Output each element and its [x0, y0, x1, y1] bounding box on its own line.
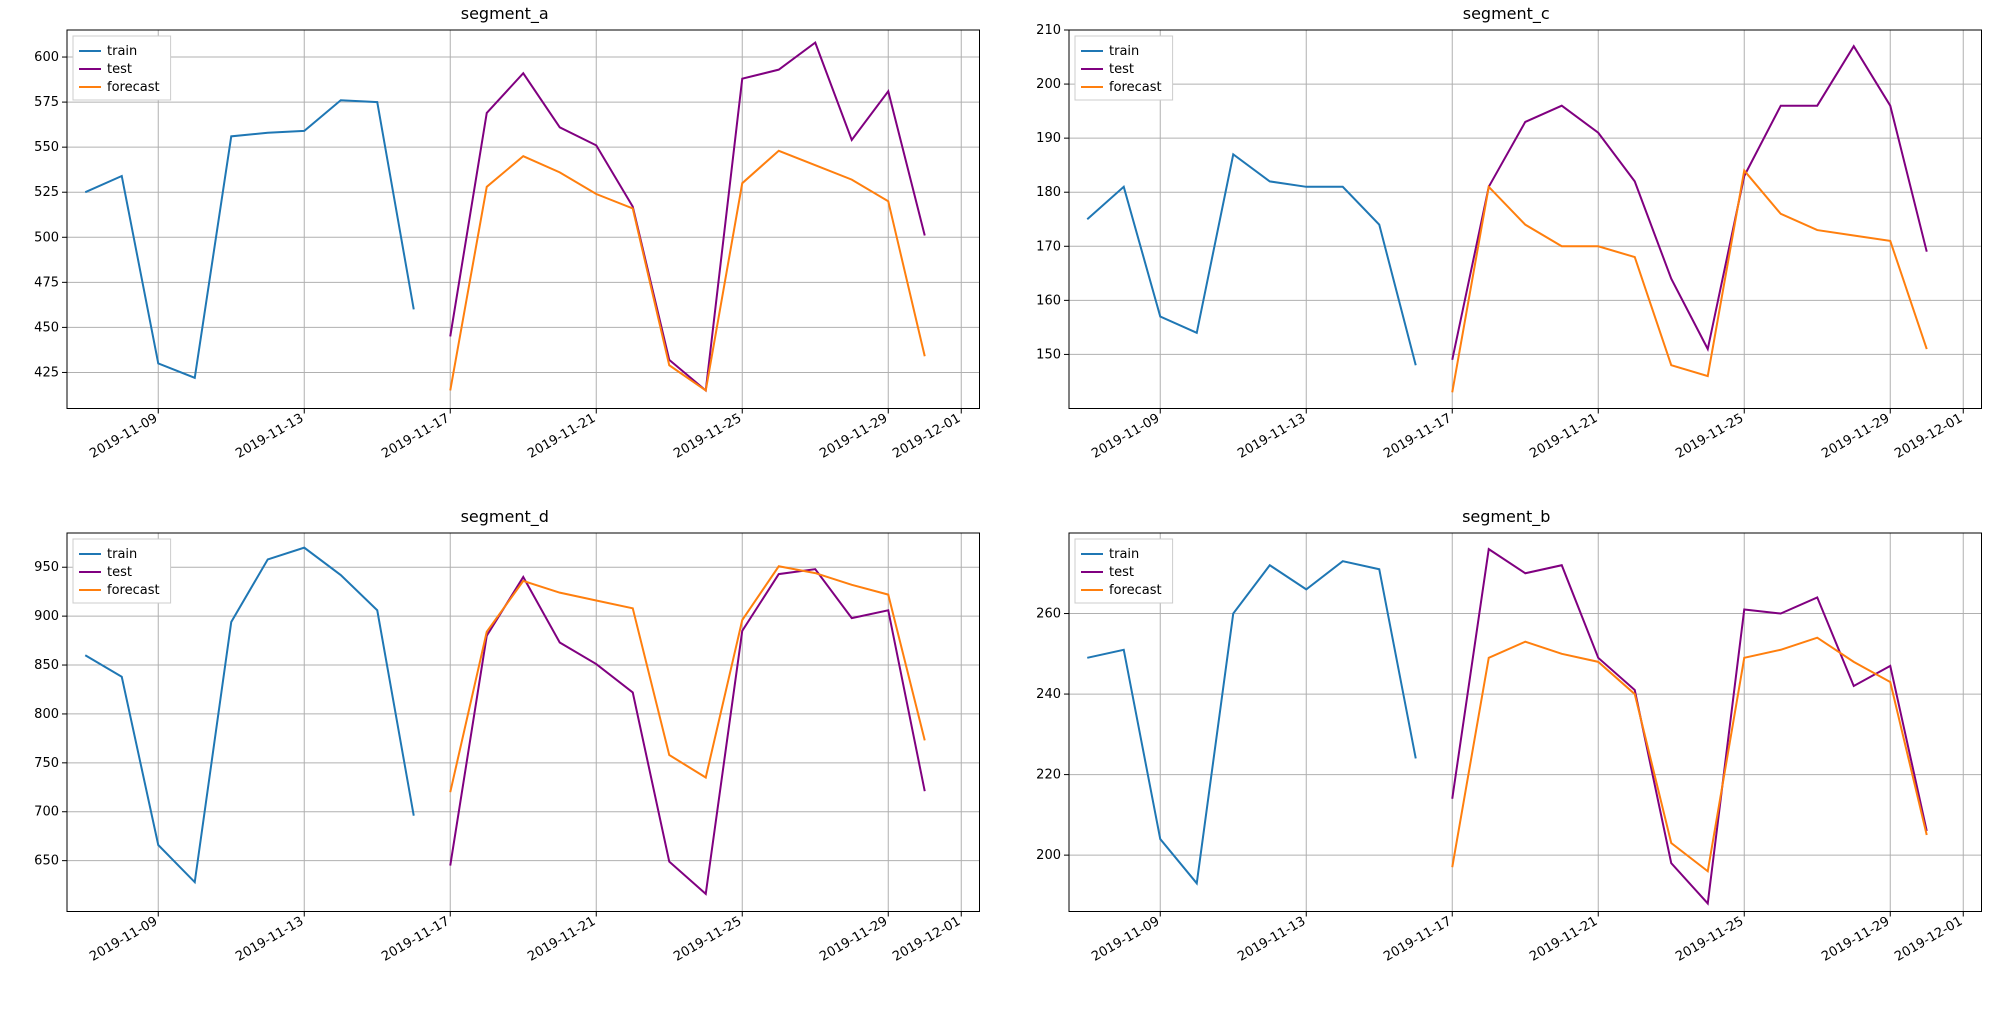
series-test	[1452, 46, 1927, 360]
y-tick-label: 200	[1036, 848, 1061, 863]
y-tick-label: 150	[1036, 347, 1061, 362]
x-tick-label: 2019-11-29	[817, 913, 890, 964]
legend-label: forecast	[1109, 583, 1162, 598]
panel-title: segment_c	[1014, 4, 2000, 23]
y-tick-label: 500	[34, 230, 59, 245]
series-test	[450, 43, 925, 391]
series-forecast	[450, 566, 925, 792]
x-tick-label: 2019-11-09	[87, 411, 160, 462]
x-tick-label: 2019-11-09	[87, 913, 160, 964]
chart-svg: 150 160 170 180 190 200 210 2019-11-09 2019-11-1…	[1014, 4, 2000, 501]
panel-title: segment_d	[12, 507, 998, 526]
y-tick-label: 260	[1036, 606, 1061, 621]
y-tick-label: 900	[34, 609, 59, 624]
legend: train test forecast	[1075, 36, 1173, 100]
chart-svg: 425 450 475 500 525 550 575 600 2019-11-09 2019-1…	[12, 4, 998, 501]
y-tick-label: 240	[1036, 687, 1061, 702]
legend-label: forecast	[107, 80, 160, 95]
y-tick-label: 600	[34, 50, 59, 65]
panel-title: segment_b	[1014, 507, 2000, 526]
x-tick-label: 2019-11-29	[1819, 913, 1892, 964]
y-tick-label: 950	[34, 560, 59, 575]
chart-panel-segment_d: segment_d 650 700 750 800 850 900 950 2019-11-09…	[12, 507, 998, 1004]
y-tick-label: 200	[1036, 77, 1061, 92]
y-tick-label: 160	[1036, 293, 1061, 308]
series-train	[85, 100, 414, 378]
legend-label: train	[107, 547, 137, 562]
legend-label: forecast	[1109, 80, 1162, 95]
y-tick-label: 550	[34, 140, 59, 155]
legend-label: forecast	[107, 583, 160, 598]
x-tick-label: 2019-11-29	[1819, 411, 1892, 462]
y-tick-label: 525	[34, 185, 59, 200]
x-tick-label: 2019-11-21	[525, 411, 598, 462]
x-tick-label: 2019-11-09	[1089, 913, 1162, 964]
x-tick-label: 2019-11-17	[379, 913, 452, 964]
x-tick-label: 2019-11-25	[671, 411, 744, 462]
chart-svg: 650 700 750 800 850 900 950 2019-11-09 2019-11-1…	[12, 507, 998, 1004]
x-tick-label: 2019-12-01	[890, 411, 963, 462]
chart-panel-segment_c: segment_c 150 160 170 180 190 200 210 2019-11-09…	[1014, 4, 2000, 501]
y-tick-label: 210	[1036, 23, 1061, 38]
legend-label: test	[1109, 565, 1134, 580]
x-tick-label: 2019-11-21	[525, 913, 598, 964]
series-train	[1087, 154, 1416, 365]
y-tick-label: 170	[1036, 239, 1061, 254]
x-tick-label: 2019-11-17	[379, 411, 452, 462]
panel-title: segment_a	[12, 4, 998, 23]
x-tick-label: 2019-11-13	[233, 913, 306, 964]
x-tick-label: 2019-11-25	[1673, 411, 1746, 462]
x-tick-label: 2019-11-17	[1381, 411, 1454, 462]
x-tick-label: 2019-12-01	[1892, 913, 1965, 964]
legend-label: train	[1109, 44, 1139, 59]
x-tick-label: 2019-11-21	[1527, 411, 1600, 462]
chart-panel-segment_a: segment_a 425 450 475 500 525 550 575 600 2019-11…	[12, 4, 998, 501]
x-tick-label: 2019-11-13	[1235, 411, 1308, 462]
legend: train test forecast	[73, 36, 171, 100]
legend-label: train	[1109, 547, 1139, 562]
legend-label: train	[107, 44, 137, 59]
x-tick-label: 2019-11-25	[671, 913, 744, 964]
y-tick-label: 220	[1036, 767, 1061, 782]
x-tick-label: 2019-11-25	[1673, 913, 1746, 964]
legend: train test forecast	[73, 539, 171, 603]
x-tick-label: 2019-12-01	[890, 913, 963, 964]
series-forecast	[450, 151, 925, 391]
y-tick-label: 850	[34, 658, 59, 673]
y-tick-label: 700	[34, 804, 59, 819]
x-tick-label: 2019-11-21	[1527, 913, 1600, 964]
series-train	[1087, 561, 1416, 883]
y-tick-label: 475	[34, 275, 59, 290]
y-tick-label: 650	[34, 853, 59, 868]
y-tick-label: 575	[34, 95, 59, 110]
legend: train test forecast	[1075, 539, 1173, 603]
chart-svg: 200 220 240 260 2019-11-09 2019-11-13 2019-11-…	[1014, 507, 2000, 1004]
y-tick-label: 180	[1036, 185, 1061, 200]
y-tick-label: 425	[34, 365, 59, 380]
x-tick-label: 2019-11-29	[817, 411, 890, 462]
legend-label: test	[107, 565, 132, 580]
x-tick-label: 2019-11-13	[233, 411, 306, 462]
x-tick-label: 2019-11-09	[1089, 411, 1162, 462]
y-tick-label: 190	[1036, 131, 1061, 146]
legend-label: test	[1109, 62, 1134, 77]
series-forecast	[1452, 171, 1927, 393]
legend-label: test	[107, 62, 132, 77]
x-tick-label: 2019-12-01	[1892, 411, 1965, 462]
x-tick-label: 2019-11-17	[1381, 913, 1454, 964]
chart-panel-segment_b: segment_b 200 220 240 260 2019-11-09 2019-11-1…	[1014, 507, 2000, 1004]
series-test	[450, 569, 925, 894]
x-tick-label: 2019-11-13	[1235, 913, 1308, 964]
y-tick-label: 450	[34, 320, 59, 335]
y-tick-label: 750	[34, 755, 59, 770]
series-forecast	[1452, 637, 1927, 871]
y-tick-label: 800	[34, 706, 59, 721]
series-test	[1452, 549, 1927, 903]
